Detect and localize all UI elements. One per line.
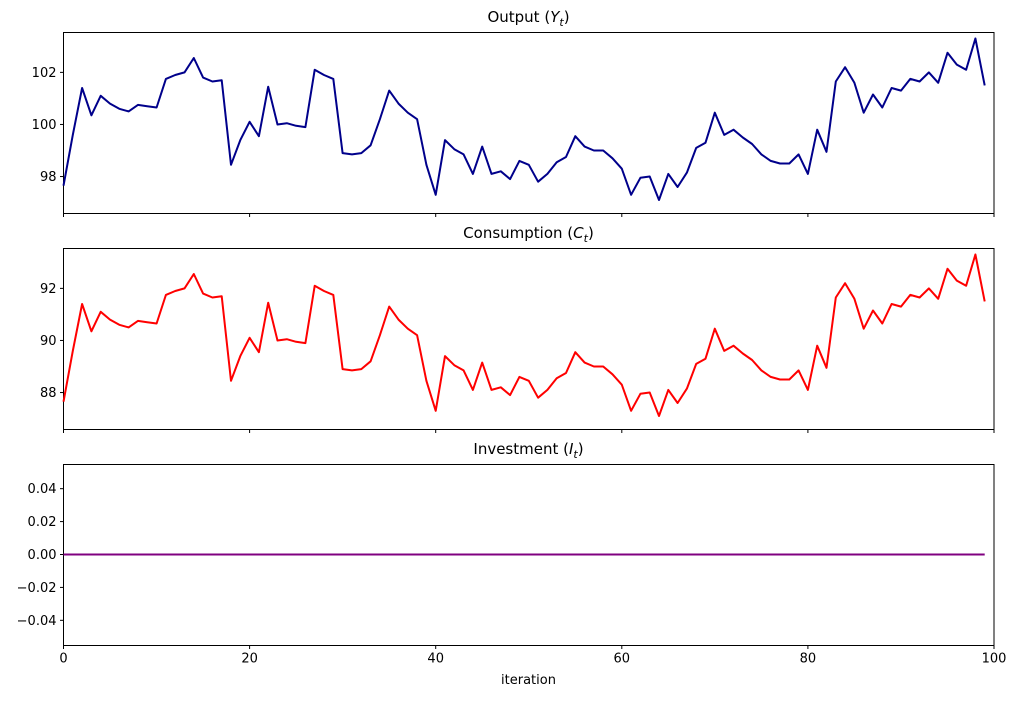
consumption-plot-title: Consumption (Ct) (63, 224, 994, 248)
y-tick-label: 0.02 (28, 515, 57, 530)
y-tick-label: 92 (40, 282, 57, 297)
output-plot-title: Output (Yt) (63, 8, 994, 32)
x-tick-label: 0 (59, 652, 67, 667)
title-text: Output ( (487, 8, 551, 26)
title-variable: Y (550, 8, 560, 26)
consumption-line (62, 253, 986, 417)
title-text: Investment ( (473, 440, 569, 458)
plot-border (63, 32, 995, 214)
output-line (62, 37, 986, 201)
title-variable: I (568, 440, 574, 458)
y-tick-label: 98 (40, 170, 57, 185)
consumption-plot: 88 90 92 (40, 248, 995, 433)
title-text: ) (577, 440, 584, 458)
y-tick-label: 100 (32, 118, 57, 133)
y-tick-label: 102 (32, 66, 57, 81)
investment-plot: 0 20 40 60 80 100 0.04 0.02 0.00 −0.02 −0.04 (17, 464, 1006, 667)
title-text: ) (563, 8, 570, 26)
x-tick-label: 20 (241, 652, 258, 667)
y-tick-label: 0.04 (28, 482, 57, 497)
x-tick-label: 40 (427, 652, 444, 667)
x-tick-label: 60 (614, 652, 631, 667)
title-text: ) (587, 224, 594, 242)
title-subscript: t (583, 232, 588, 245)
y-tick-label: −0.04 (17, 614, 57, 629)
title-subscript: t (559, 16, 564, 29)
x-tick-label: 80 (800, 652, 817, 667)
output-plot: 98 100 102 (32, 32, 995, 217)
x-axis-label: iteration (501, 673, 556, 688)
investment-plot-title: Investment (It) (63, 440, 994, 464)
plot-border (63, 248, 995, 430)
y-tick-label: 88 (40, 386, 57, 401)
y-tick-label: 0.00 (28, 548, 57, 563)
title-subscript: t (573, 448, 578, 461)
title-variable: C (573, 224, 584, 242)
x-tick-label: 100 (982, 652, 1007, 667)
title-text: Consumption ( (463, 224, 574, 242)
y-tick-label: 90 (40, 334, 57, 349)
y-tick-label: −0.02 (17, 581, 57, 596)
